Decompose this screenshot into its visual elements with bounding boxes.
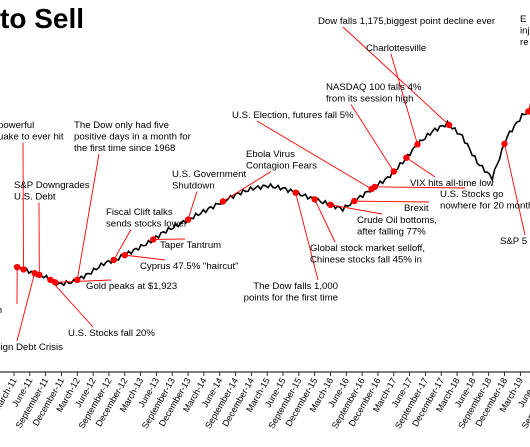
annotation-leader [17,273,35,341]
annotation-label: Crude Oil bottoms,after falling 77% [357,215,437,238]
event-marker [122,252,128,258]
x-axis: March-11June-11September-11December-11Ma… [0,372,530,430]
annotation-leader [406,158,435,177]
annotation-leader [296,193,318,280]
event-marker [327,202,333,208]
annotation-label: Gold peaks at $1,923 [86,281,177,292]
annotation-leader [505,144,525,235]
annotation-leader [330,205,382,214]
annotation-leader [354,201,429,202]
annotation-label: reign Debt Crisis [0,342,63,353]
annotation-label: Cyprus 47.5% "haircut" [140,261,239,272]
event-marker [446,122,452,128]
event-marker [20,266,26,272]
annotation-label: Taper Tantrum [160,240,221,251]
event-marker [31,270,37,276]
event-marker [391,168,397,174]
annotation-label: Dow falls 1,175,biggest point decline ev… [318,16,496,27]
annotation-leader [125,255,165,260]
event-marker [220,198,226,204]
annotation-label: NASDAQ 100 falls 4%from its session high [326,82,422,105]
annotation-leader [343,27,449,125]
annotation-label: VIX hits all-time low [410,178,494,189]
annotation-label: Global stock market selloff,Chinese stoc… [310,243,425,266]
annotation-label: Brexit [404,203,429,214]
event-marker [293,190,299,196]
annotation-label: Charlottesville [366,43,426,54]
event-marker [150,236,156,242]
annotation-label: sh [0,305,2,316]
event-marker [111,257,117,263]
event-marker [403,155,409,161]
event-marker [501,141,507,147]
event-marker [74,277,80,283]
annotation-label: U.S. Election, futures fall 5% [232,110,354,121]
event-marker [14,264,20,270]
annotation-leader [351,105,394,172]
event-marker [414,141,420,147]
event-marker [372,184,378,190]
annotation-label: U.S. Stocks fall 20% [68,328,155,339]
event-marker [311,196,317,202]
event-marker [52,279,58,285]
annotation-leader [77,154,99,280]
chart-title: to Sell [0,3,84,35]
event-marker [351,198,357,204]
annotation-label: S&P 5 [500,236,527,247]
